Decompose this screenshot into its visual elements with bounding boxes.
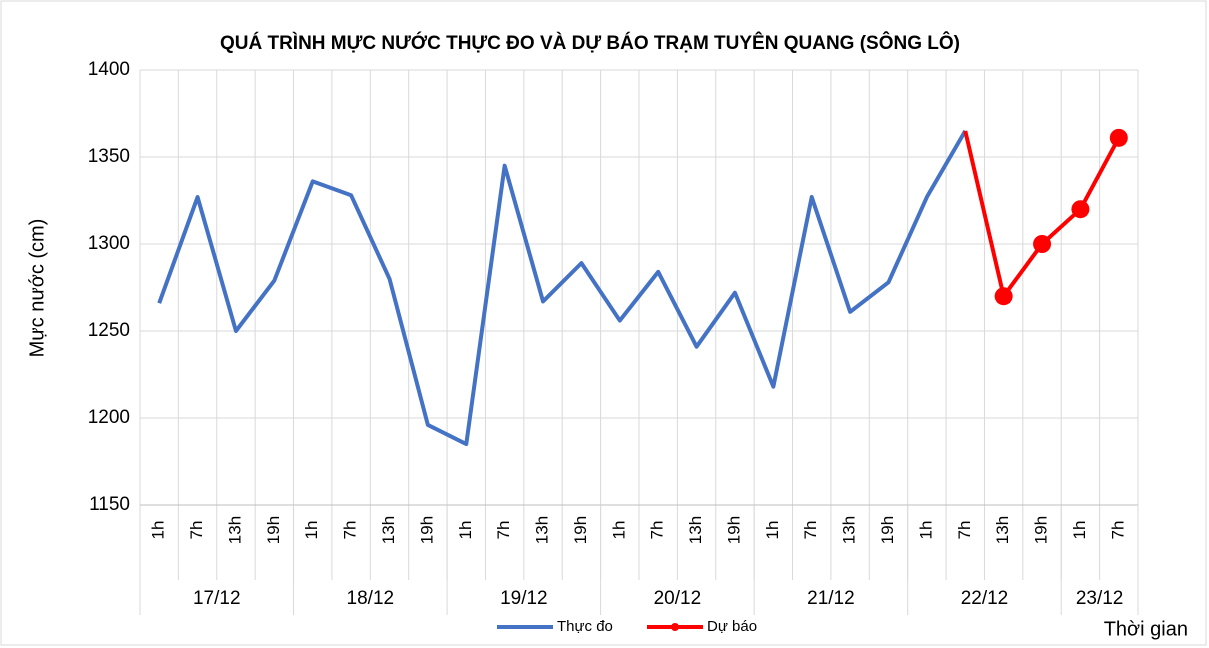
x-tick-label: 13h [379,516,398,544]
series-marker [1109,128,1128,147]
x-tick-label: 1h [916,521,935,540]
x-tick-label: 13h [686,516,705,544]
legend-label: Thực đo [557,618,613,635]
group-label: 22/12 [961,588,1009,609]
y-tick-label: 1300 [88,233,130,254]
group-label: 23/12 [1076,588,1124,609]
y-tick-label: 1200 [88,407,130,428]
x-tick-label: 7h [648,521,667,540]
legend-marker [671,623,679,631]
x-tick-label: 7h [955,521,974,540]
x-tick-label: 1h [609,521,628,540]
x-tick-label: 19h [571,516,590,544]
group-label: 20/12 [654,588,702,609]
x-tick-label: 7h [494,521,513,540]
x-tick-label: 7h [1108,521,1127,540]
x-tick-label: 7h [801,521,820,540]
series-marker [1033,235,1052,253]
x-tick-label: 13h [993,516,1012,544]
x-tick-label: 13h [840,516,859,544]
x-tick-label: 13h [533,516,552,544]
x-tick-label: 1h [302,521,321,540]
x-tick-label: 19h [264,516,283,544]
legend-label: Dự báo [707,618,757,635]
y-tick-label: 1250 [88,320,130,341]
x-tick-label: 19h [724,516,743,544]
x-tick-label: 19h [878,516,897,544]
chart-title: QUÁ TRÌNH MỰC NƯỚC THỰC ĐO VÀ DỰ BÁO TRẠ… [220,32,960,54]
x-axis-title: Thời gian [1104,618,1188,640]
x-tick-label: 13h [225,516,244,544]
x-tick-label: 7h [341,521,360,540]
x-tick-label: 1h [763,521,782,540]
series-marker [994,287,1013,306]
x-tick-label: 1h [1070,521,1089,540]
series-line [157,129,967,447]
x-tick-label: 19h [1032,516,1051,544]
series-marker [1071,200,1090,219]
x-tick-label: 1h [456,521,475,540]
group-label: 21/12 [807,588,855,609]
group-label: 19/12 [500,588,548,609]
group-label: 18/12 [347,588,395,609]
x-tick-label: 7h [187,521,206,540]
y-tick-label: 1400 [88,59,130,80]
x-tick-label: 1h [149,521,168,540]
y-tick-label: 1150 [89,494,130,515]
y-tick-label: 1350 [88,146,130,167]
y-axis-title: Mực nước (cm) [26,219,48,358]
group-label: 17/12 [193,588,241,609]
x-tick-label: 19h [417,516,436,544]
